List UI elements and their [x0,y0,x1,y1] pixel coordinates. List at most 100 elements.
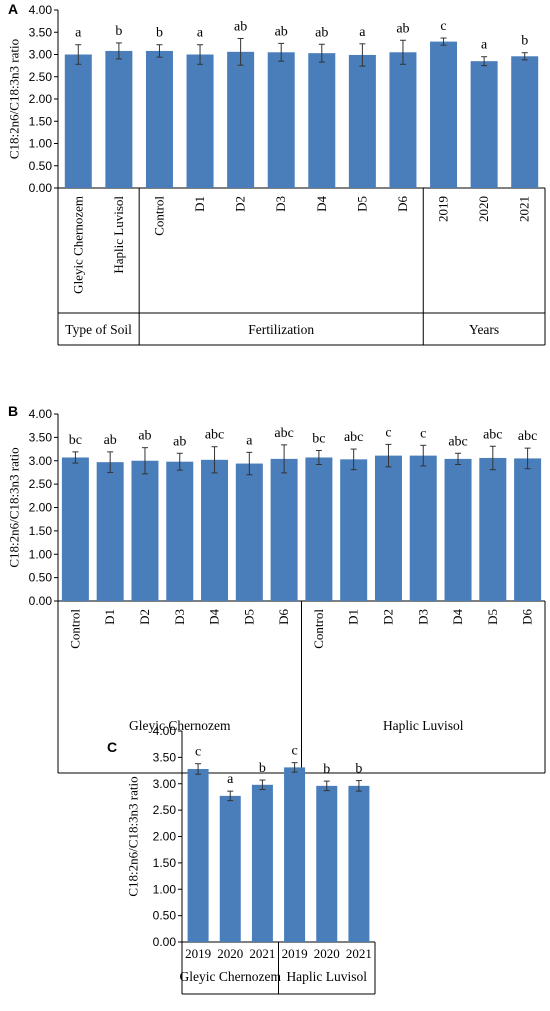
category-label: D6 [276,609,291,625]
panel-letter: C [107,739,117,755]
group-label: Haplic Luvisol [286,969,367,984]
significance-letter: ab [138,429,151,444]
bar [511,56,539,188]
bar [201,459,229,601]
bar [187,768,209,942]
bar [409,455,437,601]
group-label: Fertilization [248,322,314,337]
significance-letter: ab [275,24,288,39]
significance-letter: b [323,762,330,777]
category-label: 2020 [476,196,491,222]
y-tick-label: 4.00 [153,724,177,738]
category-label: D5 [241,609,256,625]
bar [374,455,402,601]
y-tick-label: 2.00 [153,830,177,844]
y-tick-label: 1.00 [29,137,53,151]
y-tick-label: 2.50 [153,803,177,817]
bar [61,457,89,601]
bar [284,767,306,942]
y-tick-label: 0.00 [29,594,53,608]
y-tick-label: 3.00 [29,48,53,62]
category-label: 2020 [217,946,243,961]
bar [105,50,133,188]
significance-letter: ab [173,434,186,449]
bar [316,785,338,942]
significance-letter: abc [344,430,363,445]
category-label: D1 [192,196,207,212]
category-label: 2019 [436,196,451,222]
y-tick-label: 3.00 [29,454,53,468]
panel-c: C 0.00 0.50 1.00 1.50 2.00 2.50 3.00 3.50 4.00 C18… [107,724,376,995]
significance-letter: a [197,26,204,41]
bar [470,61,498,188]
group-label: Type of Soil [65,322,132,337]
significance-letter: bc [312,431,325,446]
y-axis-label: C18:2n6/C18:3n3 ratio [7,447,22,567]
significance-letter: abc [483,427,502,442]
category-label: D6 [395,196,410,212]
category-label: D2 [137,609,152,625]
bar [348,785,370,942]
bar [430,41,458,188]
y-tick-label: 3.50 [29,430,53,444]
panel-b: B 0.00 0.50 1.00 1.50 2.00 2.50 3.00 3.50 4.00 C18… [7,403,546,774]
significance-letter: ab [104,433,117,448]
y-tick-label: 4.00 [29,407,53,421]
category-label: D5 [485,609,500,625]
category-label: 2019 [282,946,308,961]
significance-letter: a [481,38,488,53]
bar [166,461,194,601]
category-label: D6 [520,609,535,625]
significance-letter: a [75,26,82,41]
significance-letter: b [259,761,266,776]
y-tick-label: 1.00 [29,547,53,561]
bar [348,54,376,188]
significance-letter: c [195,745,201,760]
bar [444,458,472,601]
y-tick-label: 3.50 [29,25,53,39]
y-axis-label: C18:2n6/C18:3n3 ratio [7,39,22,159]
significance-letter: bc [69,433,82,448]
category-label: 2019 [185,946,211,961]
bar [305,457,333,601]
y-tick-label: 0.00 [153,935,177,949]
category-label: 2020 [314,946,340,961]
y-tick-label: 1.50 [29,114,53,128]
bar [514,458,542,601]
category-label: D5 [354,196,369,212]
y-tick-label: 0.00 [29,181,53,195]
significance-letter: ab [234,19,247,34]
group-label: Years [469,322,499,337]
y-tick-label: 1.50 [153,856,177,870]
y-tick-label: 1.50 [29,524,53,538]
category-label: D4 [207,609,222,625]
bar [340,459,368,601]
significance-letter: abc [274,426,293,441]
category-label: Control [311,609,326,649]
bar [227,51,255,188]
significance-letter: c [291,744,297,759]
y-tick-label: 2.50 [29,70,53,84]
bar [186,54,214,188]
panel-letter: A [8,1,18,17]
category-label: D3 [172,609,187,625]
group-label: Haplic Luvisol [383,718,464,733]
category-label: Gleyic Chernozem [70,196,85,294]
category-label: D2 [380,609,395,625]
category-label: D2 [233,196,248,212]
y-tick-label: 0.50 [29,571,53,585]
significance-letter: ab [315,25,328,40]
bar [96,462,124,601]
category-label: D3 [273,196,288,212]
significance-letter: b [521,34,528,49]
bar [235,463,263,601]
significance-letter: a [359,25,366,40]
category-label: 2021 [517,196,532,222]
bar [131,460,159,601]
bar [267,52,295,189]
category-label: Control [67,609,82,649]
category-label: 2021 [346,946,372,961]
y-tick-label: 2.00 [29,501,53,515]
significance-letter: b [355,762,362,777]
significance-letter: abc [518,429,537,444]
